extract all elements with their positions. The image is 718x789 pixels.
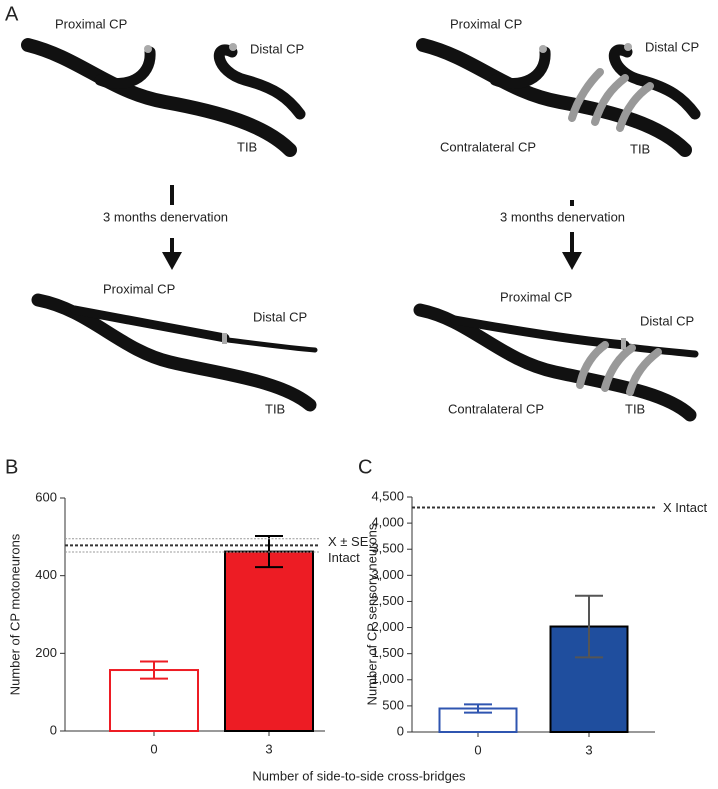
arrows: 3 months denervation 3 months denervatio… <box>103 185 625 270</box>
label: Distal CP <box>250 41 304 56</box>
label: Proximal CP <box>500 289 572 304</box>
label: Contralateral CP <box>440 139 536 154</box>
x-axis-label: Number of side-to-side cross-bridges <box>252 768 466 783</box>
label: Proximal CP <box>55 16 127 31</box>
y-tick-label: 200 <box>35 645 57 660</box>
diagram-bottom-left: Proximal CP Distal CP TIB <box>31 281 318 416</box>
y-tick-label: 600 <box>35 489 57 504</box>
label: TIB <box>630 141 650 156</box>
label: 3 months denervation <box>500 209 625 224</box>
bar <box>109 669 199 733</box>
y-tick-label: 0 <box>50 722 57 737</box>
y-tick-label: 1,000 <box>371 671 404 686</box>
diagram-bottom-right: Proximal CP Distal CP Contralateral CP T… <box>413 289 699 422</box>
reference-label: X Intact <box>663 500 707 515</box>
bar <box>224 550 314 733</box>
label: Distal CP <box>640 313 694 328</box>
stump <box>539 45 547 53</box>
panel-label: A <box>5 3 19 25</box>
nerve <box>70 305 230 343</box>
nerve <box>489 46 551 89</box>
x-tick-label: 0 <box>474 742 481 757</box>
bridge <box>626 348 662 396</box>
diagram-top-left: Proximal CP Distal CP TIB <box>21 16 306 157</box>
nerve <box>413 303 697 422</box>
y-axis-label: Number of CP sensory neurons <box>364 523 379 705</box>
bridge <box>591 74 629 126</box>
panel-label: B <box>5 456 18 478</box>
stump <box>144 45 152 53</box>
y-axis-label: Number of CP motoneurons <box>7 533 22 695</box>
label: TIB <box>265 401 285 416</box>
y-tick-label: 0 <box>397 723 404 738</box>
label: TIB <box>625 401 645 416</box>
label: Proximal CP <box>103 281 175 296</box>
x-tick-label: 0 <box>150 741 157 756</box>
nerve <box>94 46 156 89</box>
x-tick-label: 3 <box>585 742 592 757</box>
y-tick-label: 1,500 <box>371 645 404 660</box>
nerve <box>416 38 692 157</box>
y-tick-label: 4,000 <box>371 515 404 530</box>
y-tick-label: 3,500 <box>371 541 404 556</box>
bridge <box>601 344 636 392</box>
label: TIB <box>237 139 257 154</box>
nerve <box>225 337 318 353</box>
stump <box>624 43 632 51</box>
y-tick-label: 4,500 <box>371 488 404 503</box>
y-tick-label: 2,500 <box>371 593 404 608</box>
panel-label: C <box>358 456 372 478</box>
reference-label: X ± SE <box>328 534 369 549</box>
y-tick-label: 2,000 <box>371 619 404 634</box>
nerve <box>31 293 317 412</box>
y-tick-label: 400 <box>35 567 57 582</box>
nerve <box>21 38 297 157</box>
bridge <box>616 82 654 132</box>
nerve <box>213 44 306 120</box>
label: Distal CP <box>253 309 307 324</box>
nerve <box>608 44 701 120</box>
reference-label: Intact <box>328 550 360 565</box>
x-tick-label: 3 <box>265 741 272 756</box>
label: Distal CP <box>645 39 699 54</box>
stump <box>621 338 626 349</box>
bridge <box>576 341 609 389</box>
y-tick-label: 3,000 <box>371 567 404 582</box>
arrow-head <box>562 252 582 270</box>
label: Contralateral CP <box>448 401 544 416</box>
arrow-head <box>162 252 182 270</box>
diagram-top-right: Proximal CP Distal CP Contralateral CP T… <box>416 16 701 157</box>
y-tick-label: 500 <box>382 697 404 712</box>
stump <box>222 333 227 344</box>
stump <box>229 43 237 51</box>
label: 3 months denervation <box>103 209 228 224</box>
label: Proximal CP <box>450 16 522 31</box>
bridge <box>568 68 604 122</box>
